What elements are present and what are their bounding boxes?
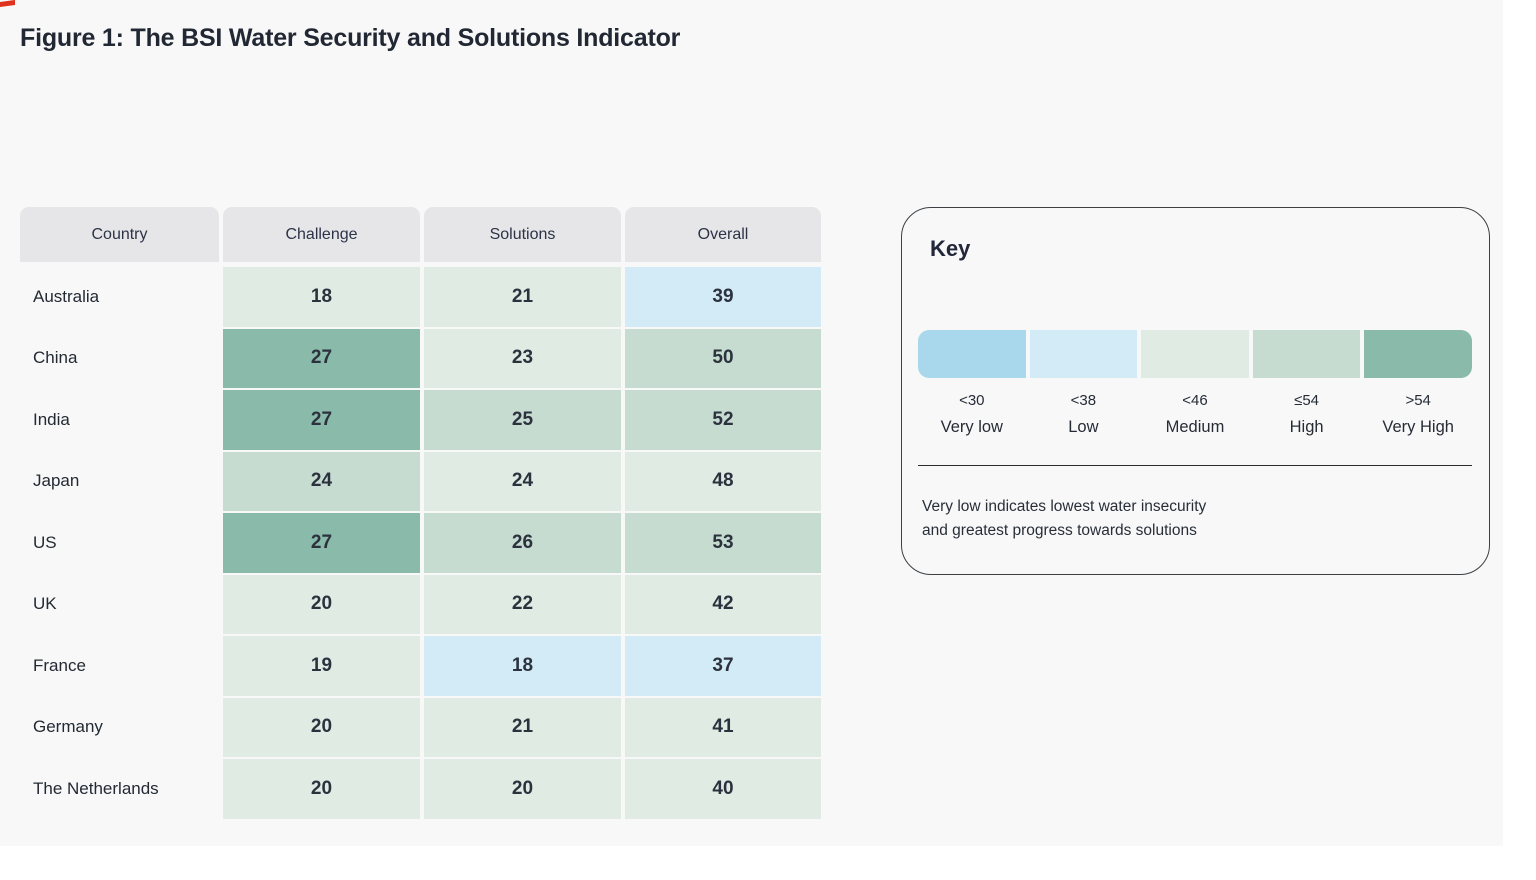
country-cell: US xyxy=(33,532,57,552)
value-cell-challenge: 27 xyxy=(223,328,420,388)
country-cell: UK xyxy=(33,594,57,614)
country-cell: Germany xyxy=(33,717,103,737)
table-row: Australia 18 21 39 xyxy=(20,267,821,327)
key-labels-row: <30 Very low <38 Low <46 Medium ≤54 High >54 Very… xyxy=(918,392,1472,437)
table-row: India 27 25 52 xyxy=(20,390,821,450)
value-cell-challenge: 20 xyxy=(223,574,420,634)
column-header-country: Country xyxy=(20,207,219,262)
value-cell-solutions: 21 xyxy=(424,267,621,327)
key-label-high: ≤54 High xyxy=(1253,392,1361,437)
key-swatch-high xyxy=(1252,330,1361,378)
value-cell-solutions: 18 xyxy=(424,636,621,696)
column-header-solutions: Solutions xyxy=(424,207,621,262)
table-row: US 27 26 53 xyxy=(20,513,821,573)
value-cell-solutions: 23 xyxy=(424,328,621,388)
value-cell-overall: 53 xyxy=(625,513,821,573)
value-cell-solutions: 25 xyxy=(424,390,621,450)
table-row: France 19 18 37 xyxy=(20,636,821,696)
table-row: Germany 20 21 41 xyxy=(20,697,821,757)
value-cell-challenge: 20 xyxy=(223,697,420,757)
column-header-challenge: Challenge xyxy=(223,207,420,262)
value-cell-solutions: 24 xyxy=(424,451,621,511)
value-cell-overall: 50 xyxy=(625,328,821,388)
key-threshold-text: <30 xyxy=(959,392,985,409)
key-panel: Key <30 Very low <38 Low <46 Medium ≤54 High >54… xyxy=(901,207,1490,575)
key-label-low: <38 Low xyxy=(1030,392,1138,437)
table-row: China 27 23 50 xyxy=(20,328,821,388)
value-cell-challenge: 24 xyxy=(223,451,420,511)
table-header-row: Country Challenge Solutions Overall xyxy=(20,207,821,262)
key-note: Very low indicates lowest water insecuri… xyxy=(922,495,1206,542)
key-swatch-row xyxy=(918,330,1472,378)
figure-canvas: Figure 1: The BSI Water Security and Sol… xyxy=(0,0,1490,821)
country-cell: France xyxy=(33,655,86,675)
table-row: Japan 24 24 48 xyxy=(20,451,821,511)
key-title: Key xyxy=(930,236,971,261)
indicator-table: Country Challenge Solutions Overall Australi… xyxy=(20,207,821,821)
value-cell-overall: 37 xyxy=(625,636,821,696)
key-note-line2: and greatest progress towards solutions xyxy=(922,521,1197,539)
key-swatch-low xyxy=(1029,330,1138,378)
value-cell-challenge: 18 xyxy=(223,267,420,327)
screen-edge-artifact xyxy=(0,0,15,8)
key-category-text: Low xyxy=(1068,418,1099,436)
key-swatch-very_high xyxy=(1364,330,1472,378)
country-cell: Australia xyxy=(33,286,100,306)
key-threshold-text: >54 xyxy=(1405,392,1431,409)
country-cell: China xyxy=(33,348,78,368)
key-label-very_high: >54 Very High xyxy=(1364,392,1472,437)
key-swatch-very_low xyxy=(918,330,1026,378)
value-cell-overall: 48 xyxy=(625,451,821,511)
value-cell-overall: 41 xyxy=(625,697,821,757)
country-cell: India xyxy=(33,409,70,429)
key-note-line1: Very low indicates lowest water insecuri… xyxy=(922,498,1207,515)
key-swatch-medium xyxy=(1141,330,1249,378)
key-threshold-text: ≤54 xyxy=(1294,392,1320,409)
value-cell-solutions: 26 xyxy=(424,513,621,573)
value-cell-overall: 40 xyxy=(625,759,821,819)
value-cell-challenge: 27 xyxy=(223,390,420,450)
key-label-medium: <46 Medium xyxy=(1141,392,1249,437)
key-category-text: Medium xyxy=(1165,418,1225,436)
country-cell: Japan xyxy=(33,471,80,491)
column-header-overall: Overall xyxy=(625,207,821,262)
key-threshold-text: <46 xyxy=(1182,392,1208,409)
key-category-text: Very low xyxy=(940,418,1003,436)
value-cell-overall: 42 xyxy=(625,574,821,634)
value-cell-challenge: 27 xyxy=(223,513,420,573)
value-cell-solutions: 22 xyxy=(424,574,621,634)
key-divider xyxy=(918,465,1472,466)
value-cell-solutions: 21 xyxy=(424,697,621,757)
table-row: The Netherlands 20 20 40 xyxy=(20,759,821,819)
value-cell-solutions: 20 xyxy=(424,759,621,819)
key-threshold-text: <38 xyxy=(1070,392,1097,409)
table-row: UK 20 22 42 xyxy=(20,574,821,634)
key-category-text: Very High xyxy=(1382,418,1454,436)
key-category-text: High xyxy=(1289,418,1324,436)
value-cell-challenge: 20 xyxy=(223,759,420,819)
country-cell: The Netherlands xyxy=(33,778,159,798)
figure-title: Figure 1: The BSI Water Security and Sol… xyxy=(20,24,681,52)
value-cell-overall: 52 xyxy=(625,390,821,450)
key-label-very_low: <30 Very low xyxy=(918,392,1026,437)
value-cell-challenge: 19 xyxy=(223,636,420,696)
value-cell-overall: 39 xyxy=(625,267,821,327)
